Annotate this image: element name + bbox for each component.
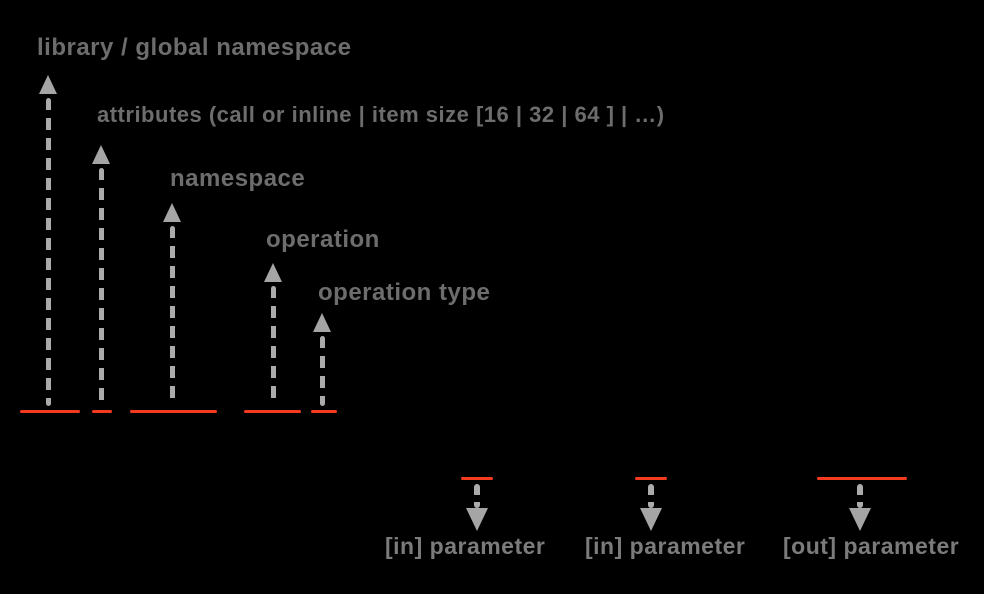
red-underline-segment	[635, 477, 667, 480]
dashed-line	[648, 484, 654, 508]
arrow-up-head-icon	[92, 145, 110, 164]
label-operation: operation	[266, 226, 380, 253]
arrow-down-head-icon	[466, 508, 488, 531]
label-attributes: attributes (call or inline | item size […	[97, 102, 665, 127]
down-arrow-out-parameter	[849, 484, 871, 531]
red-underline-segment	[130, 410, 217, 413]
label-in-parameter-2: [in] parameter	[585, 533, 746, 559]
arrow-up-head-icon	[313, 313, 331, 332]
red-underline-segment	[244, 410, 301, 413]
dashed-line	[474, 484, 480, 508]
red-underline-segment	[461, 477, 493, 480]
down-arrow-in-parameter-2	[640, 484, 662, 531]
label-operation-type: operation type	[318, 279, 491, 306]
dashed-line	[857, 484, 863, 508]
arrow-up-head-icon	[39, 75, 57, 94]
dashed-line	[169, 226, 175, 406]
dashed-line	[270, 286, 276, 406]
dashed-line	[45, 98, 51, 406]
up-arrow-attributes	[92, 145, 110, 406]
up-arrow-operation	[264, 263, 282, 406]
label-library-global-namespace: library / global namespace	[37, 34, 352, 61]
dashed-line	[319, 336, 325, 406]
red-underline-segment	[311, 410, 337, 413]
red-underline-segment	[92, 410, 112, 413]
arrow-down-head-icon	[640, 508, 662, 531]
up-arrow-library-global-namespace	[39, 75, 57, 406]
label-out-parameter: [out] parameter	[783, 533, 960, 559]
up-arrow-operation-type	[313, 313, 331, 406]
red-underline-segment	[817, 477, 907, 480]
red-underline-segment	[20, 410, 80, 413]
label-namespace: namespace	[170, 165, 306, 192]
down-arrow-in-parameter-1	[466, 484, 488, 531]
arrow-up-head-icon	[264, 263, 282, 282]
arrow-up-head-icon	[163, 203, 181, 222]
arrow-down-head-icon	[849, 508, 871, 531]
label-in-parameter-1: [in] parameter	[385, 533, 546, 559]
dashed-line	[98, 168, 104, 406]
up-arrow-namespace	[163, 203, 181, 406]
